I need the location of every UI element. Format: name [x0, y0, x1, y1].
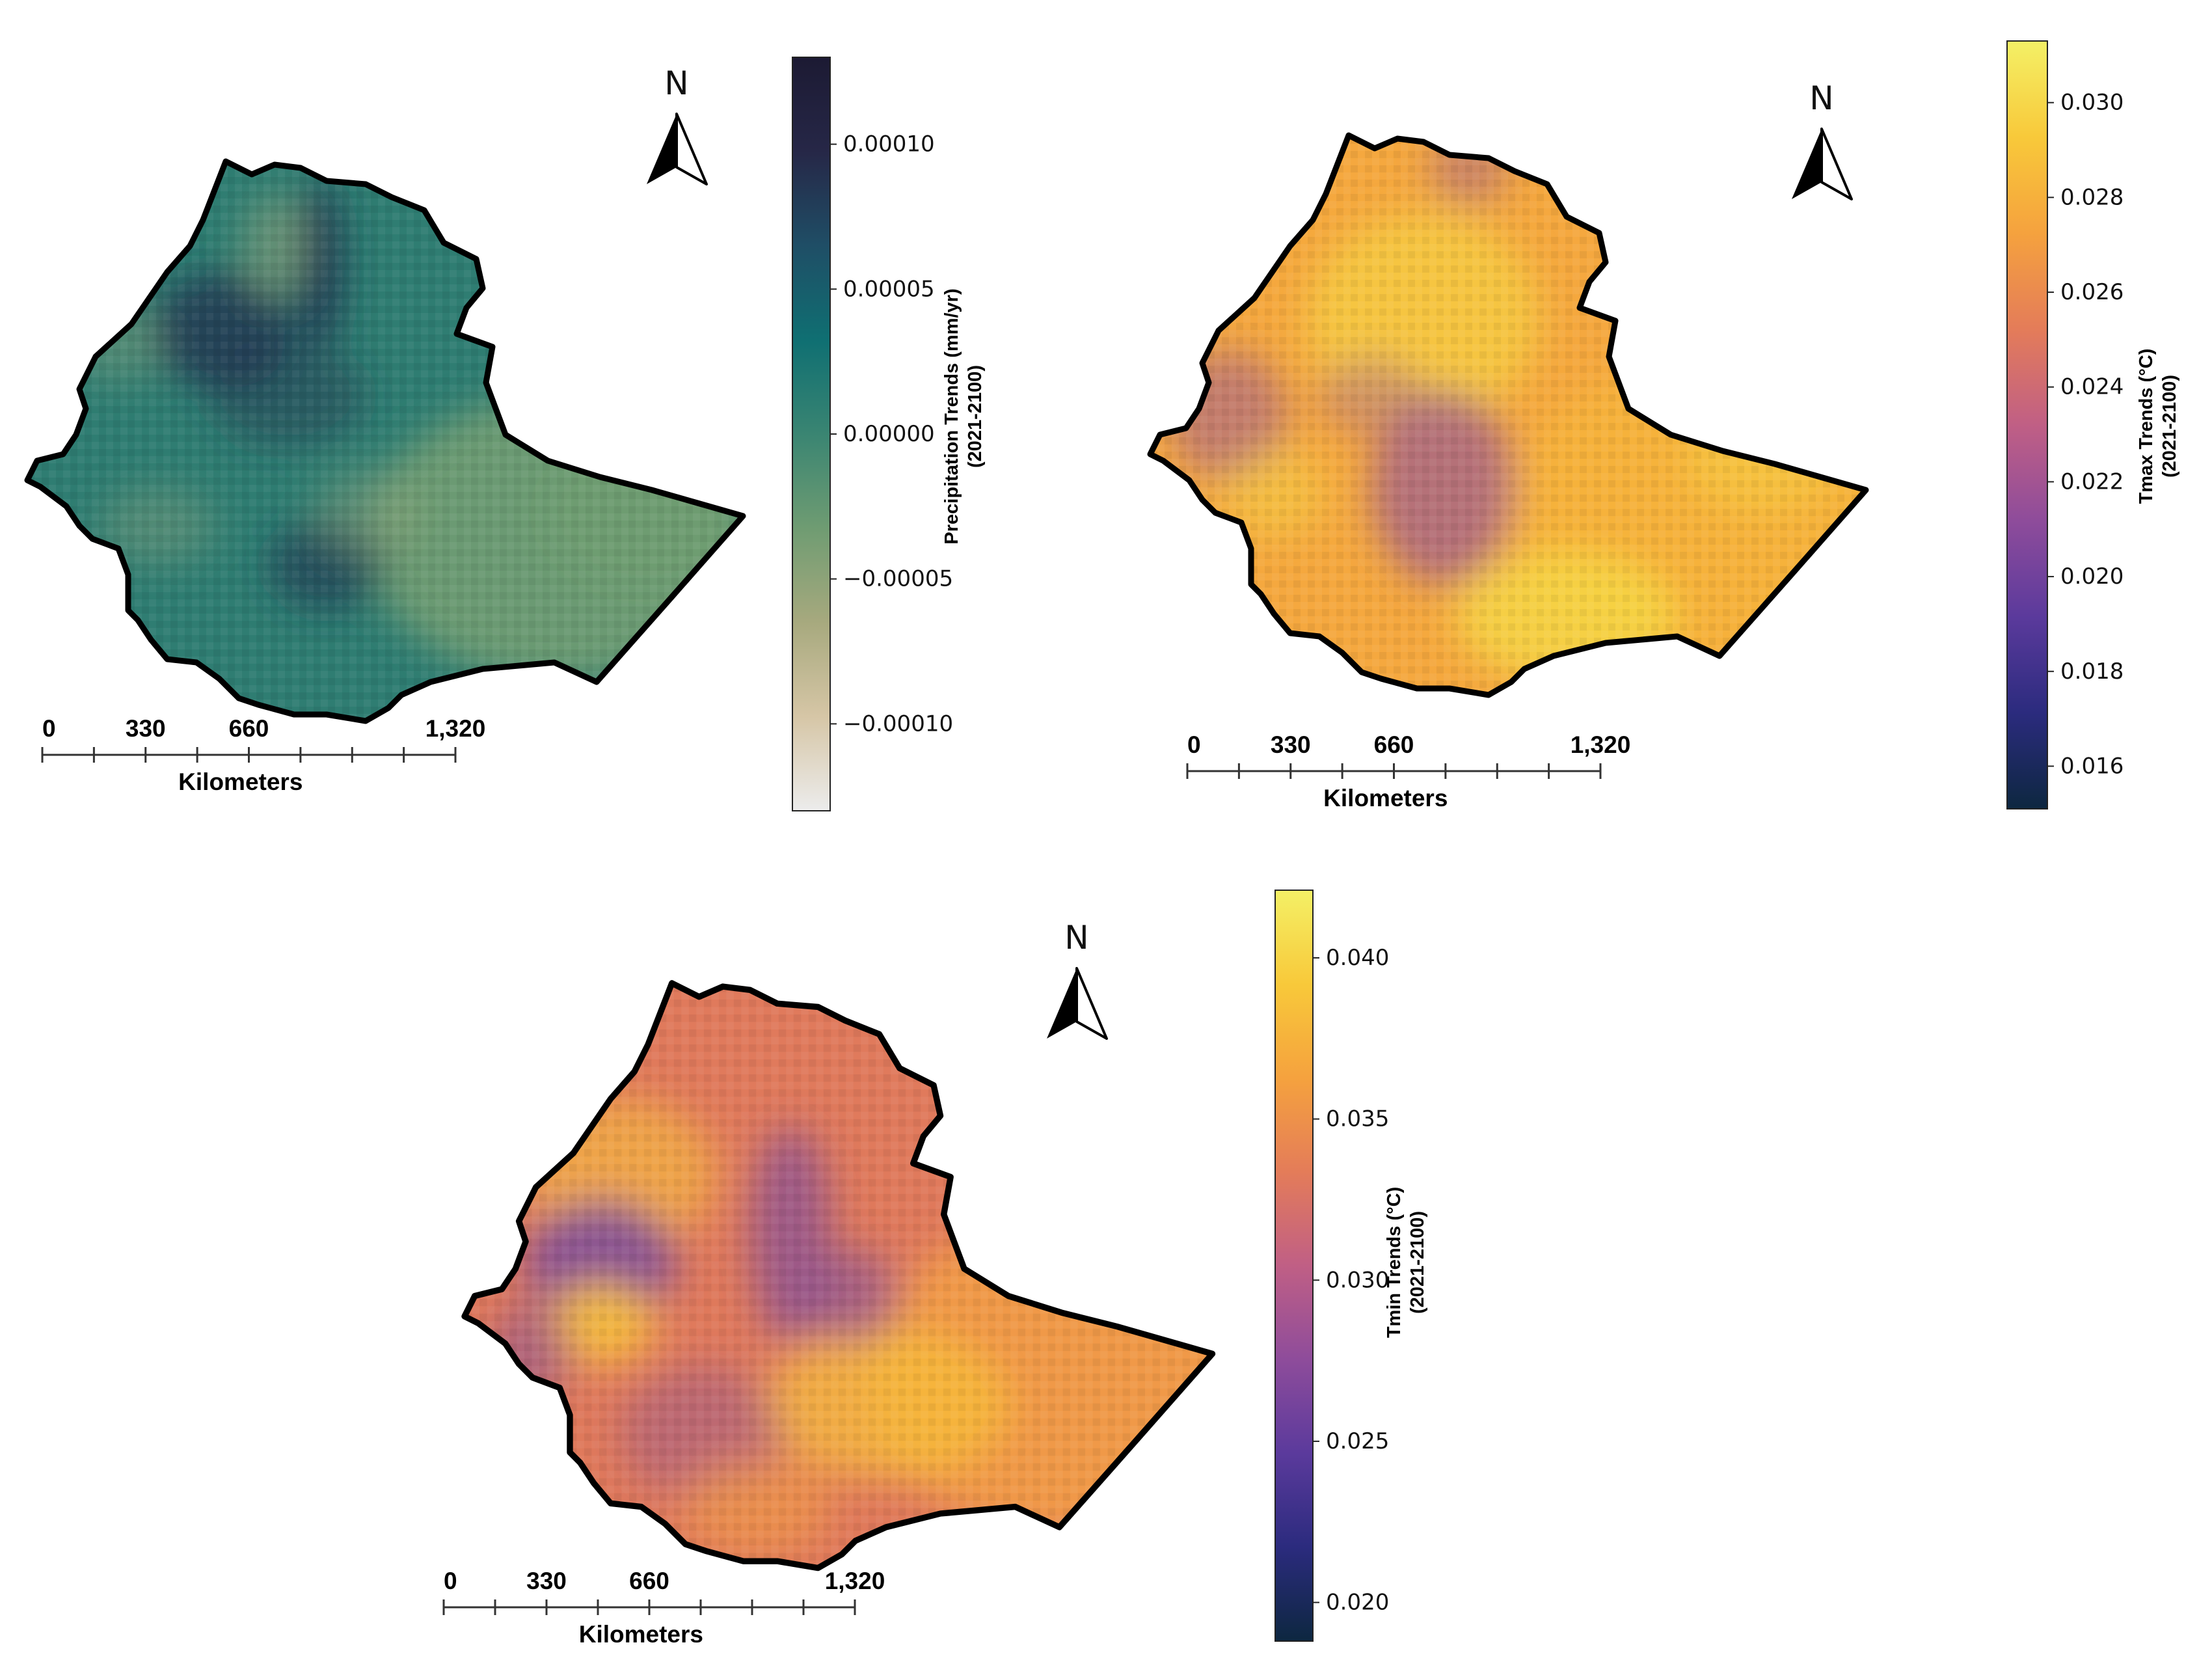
scale-bar-label: 1,320 [1571, 731, 1631, 758]
north-label: N [664, 64, 688, 102]
tmax-colorbar-tick-label: 0.016 [2060, 753, 2124, 779]
scale-bar-label: 330 [526, 1568, 567, 1594]
scale-bar-unit: Kilometers [1323, 785, 1448, 811]
tmin-colorbar-tick-label: 0.030 [1326, 1267, 1389, 1293]
scale-bar-label: 0 [444, 1568, 457, 1594]
precip-colorbar-tick-label: −0.00010 [843, 711, 953, 737]
scale-bar: 0 330 660 1,320 Kilometers [442, 1568, 885, 1648]
tmax-colorbar-tick-label: 0.030 [2060, 90, 2124, 116]
tmax-colorbar-gradient [2006, 40, 2048, 809]
tmin-colorbar-gradient [1275, 890, 1314, 1642]
scale-bar: 0 330 660 1,320 Kilometers [41, 715, 486, 795]
precip-country-border [24, 158, 746, 724]
tmax-colorbar-tick-label: 0.026 [2060, 279, 2124, 305]
tmax-colorbar-title-line1: Tmax Trends (°C) [2136, 349, 2157, 504]
scale-bar-label: 0 [42, 715, 56, 742]
scale-bar-label: 660 [1374, 731, 1414, 758]
north-label: N [1064, 919, 1088, 957]
tmin-colorbar: 0.040 0.035 0.030 0.025 0.020 Tmin Trends (°C… [1275, 890, 1428, 1642]
tmax-colorbar-tick-label: 0.022 [2060, 469, 2124, 495]
precip-colorbar-tick-label: −0.00005 [843, 566, 953, 592]
tmin-colorbar-tick-label: 0.020 [1326, 1590, 1389, 1616]
scale-bar-label: 0 [1187, 731, 1201, 758]
precip-colorbar-tick-label: 0.00000 [843, 421, 935, 447]
tmax-colorbar-title-line2: (2021-2100) [2159, 375, 2180, 478]
tmax-colorbar-tick-label: 0.018 [2060, 659, 2124, 685]
tmax-country-border [1147, 132, 1869, 698]
tmax-colorbar-tick-label: 0.024 [2060, 374, 2124, 400]
scale-bar-label: 330 [1271, 731, 1311, 758]
north-arrow-icon: N [1792, 79, 1853, 200]
precip-colorbar-title: Precipitation Trends (mm/yr) (2021-2100) [941, 288, 986, 544]
precip-colorbar-gradient [792, 57, 831, 811]
tmax-colorbar: 0.030 0.028 0.026 0.024 0.022 0.020 0.018 0.016… [2006, 40, 2180, 809]
north-arrow-icon: N [647, 64, 708, 185]
north-label: N [1809, 79, 1833, 117]
tmin-colorbar-tick-label: 0.040 [1326, 945, 1389, 971]
precip-colorbar: 0.00010 0.00005 0.00000 −0.00005 −0.00010 Pre… [792, 57, 986, 811]
scale-bar-label: 1,320 [425, 715, 486, 742]
tmin-country-border [461, 980, 1216, 1571]
precip-colorbar-tick-label: 0.00010 [843, 131, 935, 157]
precip-colorbar-title-line2: (2021-2100) [965, 365, 986, 468]
precip-colorbar-title-line1: Precipitation Trends (mm/yr) [941, 288, 962, 544]
scale-bar: 0 330 660 1,320 Kilometers [1186, 731, 1631, 811]
precip-colorbar-tick-label: 0.00005 [843, 276, 935, 302]
scale-bar-unit: Kilometers [178, 768, 303, 795]
tmax-colorbar-tick-label: 0.020 [2060, 564, 2124, 590]
tmin-colorbar-title-line1: Tmin Trends (°C) [1384, 1187, 1405, 1338]
tmin-map [461, 980, 1216, 1571]
tmin-colorbar-title-line2: (2021-2100) [1407, 1211, 1428, 1314]
tmax-colorbar-title: Tmax Trends (°C) (2021-2100) [2136, 349, 2180, 504]
scale-bar-label: 1,320 [825, 1568, 885, 1594]
tmin-colorbar-title: Tmin Trends (°C) (2021-2100) [1384, 1187, 1428, 1338]
scale-bar-label: 660 [629, 1568, 669, 1594]
scale-bar-label: 660 [229, 715, 269, 742]
tmax-colorbar-tick-label: 0.028 [2060, 184, 2124, 210]
scale-bar-unit: Kilometers [579, 1621, 703, 1648]
precip-map [24, 158, 746, 724]
tmax-map [1147, 132, 1869, 698]
tmin-colorbar-tick-label: 0.025 [1326, 1428, 1389, 1454]
north-arrow-icon: N [1047, 919, 1108, 1040]
scale-bar-label: 330 [126, 715, 166, 742]
tmin-colorbar-tick-label: 0.035 [1326, 1106, 1389, 1132]
